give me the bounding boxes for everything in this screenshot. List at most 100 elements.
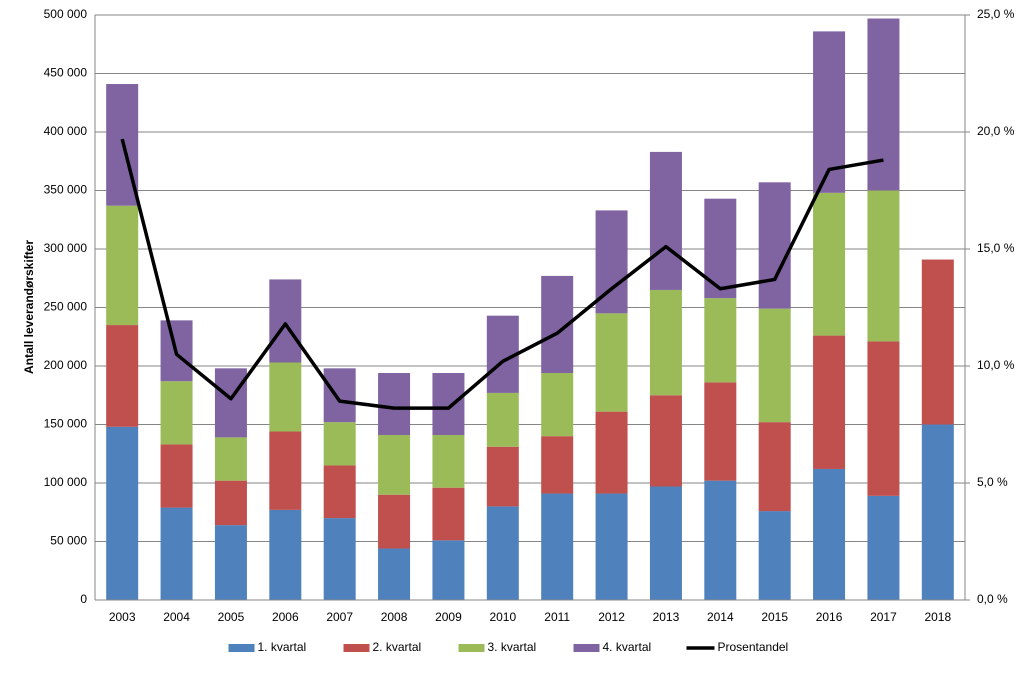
bar-segment [758,182,791,309]
x-tick-label: 2007 [326,610,353,624]
x-tick-label: 2018 [924,610,951,624]
bar-segment [214,525,247,600]
x-tick-label: 2010 [489,610,516,624]
y2-tick-label: 25,0 % [977,7,1015,21]
bar-segment [160,507,193,600]
legend-swatch [573,644,600,652]
y2-tick-label: 15,0 % [977,241,1015,255]
y2-tick-label: 10,0 % [977,358,1015,372]
y-tick-label: 350 000 [44,183,88,197]
x-tick-label: 2014 [707,610,734,624]
x-tick-label: 2015 [761,610,788,624]
y2-tick-label: 5,0 % [977,475,1008,489]
bar-segment [323,518,356,600]
y-tick-label: 0 [80,592,87,606]
bar-segment [106,325,139,427]
bar-segment [867,190,900,342]
x-tick-label: 2012 [598,610,625,624]
bar-segment [378,548,411,600]
y-tick-label: 200 000 [44,358,88,372]
bar-segment [649,151,682,290]
bar-segment [160,381,193,445]
legend-swatch [343,644,370,652]
bar-segment [704,480,737,600]
bar-segment [704,198,737,299]
bar-segment [323,368,356,423]
bar-segment [541,436,574,494]
legend-label: 1. kvartal [258,640,307,654]
bar-segment [432,540,465,600]
bar-segment [921,424,954,600]
bar-segment [269,279,302,363]
x-tick-label: 2006 [272,610,299,624]
bar-segment [867,341,900,496]
bar-segment [269,431,302,510]
legend-label: 3. kvartal [488,640,537,654]
y-tick-label: 50 000 [50,534,87,548]
x-tick-label: 2009 [435,610,462,624]
y-tick-label: 250 000 [44,300,88,314]
x-tick-label: 2008 [381,610,408,624]
y2-tick-label: 0,0 % [977,592,1008,606]
bar-segment [649,395,682,487]
bar-segment [269,362,302,432]
legend-swatch [458,644,485,652]
x-tick-label: 2011 [544,610,570,624]
bar-segment [813,468,846,600]
x-tick-label: 2005 [218,610,245,624]
bar-segment [541,493,574,600]
x-tick-label: 2017 [870,610,897,624]
bar-segment [867,495,900,600]
bar-segment [704,298,737,383]
bar-segment [813,335,846,469]
bar-segment [432,435,465,488]
bar-segment [813,192,846,336]
bar-segment [160,444,193,508]
bar-segment [595,493,628,600]
bar-segment [758,308,791,423]
bar-segment [595,411,628,494]
bar-segment [378,494,411,549]
bar-segment [106,205,139,326]
bar-segment [649,289,682,396]
y-axis-title: Antall leverandørskifter [22,240,36,374]
legend-label: 4. kvartal [603,640,652,654]
x-tick-label: 2016 [816,610,843,624]
bar-segment [649,486,682,600]
y-tick-label: 300 000 [44,241,88,255]
bar-segment [378,435,411,495]
x-tick-label: 2013 [653,610,680,624]
y-tick-label: 400 000 [44,124,88,138]
line [120,138,884,410]
x-tick-label: 2003 [109,610,136,624]
bar-segment [432,487,465,541]
bar-segment [758,511,791,600]
legend-swatch [228,644,255,652]
legend-label: 2. kvartal [373,640,422,654]
bar-segment [214,437,247,481]
bar-segment [921,259,954,425]
bar-segment [106,426,139,600]
bar-segment [269,509,302,600]
x-tick-label: 2004 [163,610,190,624]
bar-segment [486,506,519,600]
bar-segment [214,480,247,526]
y-tick-label: 150 000 [44,417,88,431]
bar-segment [432,373,465,436]
bar-segment [758,422,791,512]
legend-label: Prosentandel [718,640,789,654]
y2-tick-label: 20,0 % [977,124,1015,138]
y-tick-label: 450 000 [44,66,88,80]
bar-segment [867,18,900,191]
bar-segment [214,368,247,438]
bar-segment [541,373,574,437]
y-tick-label: 100 000 [44,475,88,489]
bar-segment [378,373,411,436]
bar-segment [323,422,356,466]
bar-segment [486,446,519,507]
bar-segment [323,465,356,519]
y-tick-label: 500 000 [44,7,88,21]
bar-segment [595,313,628,412]
bar-segment [486,392,519,447]
